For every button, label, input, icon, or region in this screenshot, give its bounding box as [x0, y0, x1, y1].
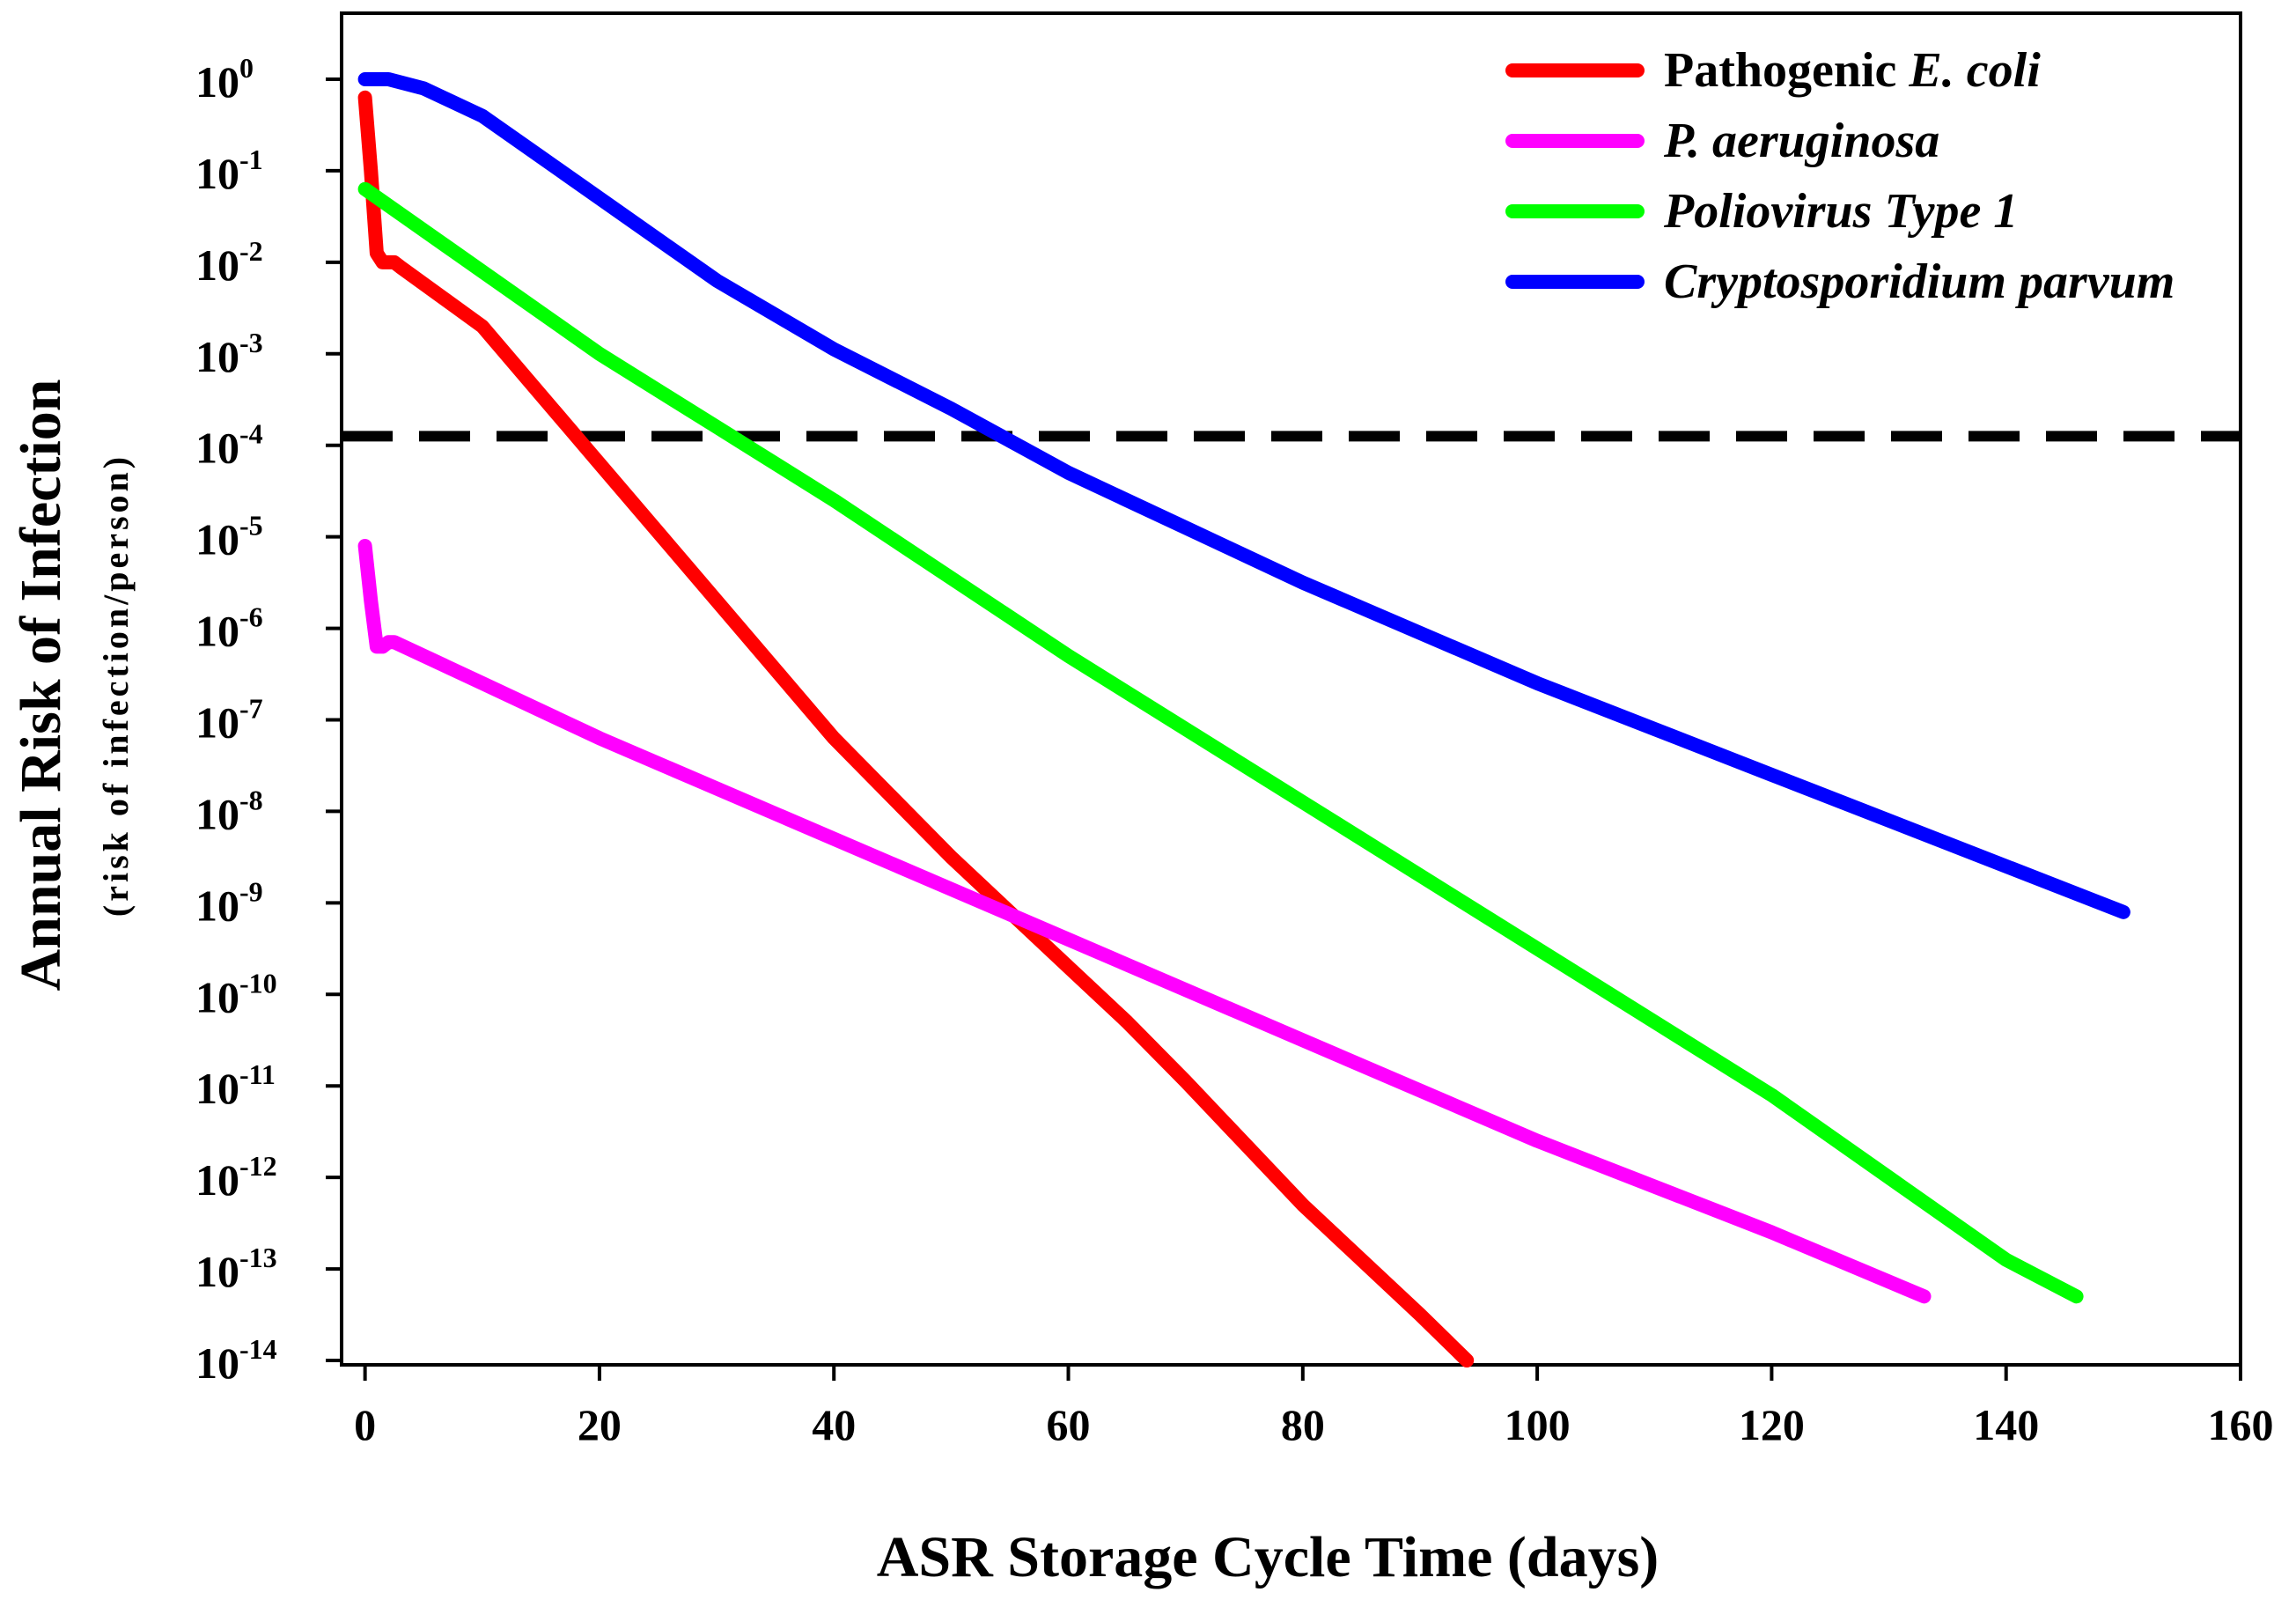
- y-tick-exponent: -5: [239, 510, 263, 542]
- y-tick-base: 10: [195, 240, 239, 290]
- x-axis-title: ASR Storage Cycle Time (days): [877, 1525, 1659, 1589]
- y-tick-exponent: -9: [239, 875, 263, 907]
- x-tick-label: 100: [1505, 1400, 1571, 1449]
- y-tick-base: 10: [195, 1338, 239, 1388]
- y-tick-exponent: -1: [239, 144, 263, 175]
- y-tick-label: 10-2: [195, 235, 263, 290]
- y-tick-base: 10: [195, 332, 239, 381]
- y-tick-label: 10-9: [195, 875, 263, 930]
- y-tick-label: 10-7: [195, 693, 263, 748]
- series-group: [357, 72, 2130, 1367]
- legend: Pathogenic E. coli P. aeruginosa Polioviru…: [1505, 43, 2175, 309]
- legend-label: Pathogenic E. coli: [1664, 43, 2041, 98]
- y-tick-label: 10-13: [195, 1242, 277, 1296]
- x-tick-label: 40: [812, 1400, 856, 1449]
- y-tick-exponent: -14: [239, 1333, 277, 1365]
- y-axis-title: Annual Risk of Infection: [9, 380, 73, 991]
- legend-label-italic: E. coli: [1908, 43, 2041, 98]
- x-tick-label: 140: [1973, 1400, 2039, 1449]
- y-tick-label: 10-5: [195, 510, 263, 564]
- y-tick-base: 10: [195, 698, 239, 748]
- plot-frame: [340, 11, 2242, 1367]
- y-tick-label: 10-6: [195, 601, 263, 656]
- y-tick-label: 100: [195, 52, 254, 107]
- y-tick-base: 10: [195, 972, 239, 1021]
- legend-label-italic: Poliovirus Type 1: [1663, 184, 2018, 239]
- y-tick-label: 10-8: [195, 784, 263, 838]
- y-tick-exponent: -7: [239, 693, 263, 725]
- y-tick-exponent: -3: [239, 327, 263, 358]
- y-tick-base: 10: [195, 1155, 239, 1205]
- y-tick-label: 10-3: [195, 327, 263, 381]
- y-tick-exponent: -6: [239, 601, 263, 633]
- x-tick-label: 80: [1281, 1400, 1325, 1449]
- y-tick-exponent: 0: [239, 52, 254, 84]
- series-line-3: [357, 181, 2084, 1304]
- y-tick-base: 10: [195, 424, 239, 473]
- x-tick-label: 160: [2208, 1400, 2274, 1449]
- series-line-1: [357, 90, 1475, 1367]
- y-tick-exponent: -13: [239, 1242, 277, 1273]
- y-tick-base: 10: [195, 789, 239, 838]
- legend-label: P. aeruginosa: [1663, 114, 1939, 168]
- legend-label: Poliovirus Type 1: [1663, 184, 2018, 239]
- y-tick-base: 10: [195, 881, 239, 930]
- x-tick-label: 120: [1739, 1400, 1805, 1449]
- y-tick-base: 10: [195, 1247, 239, 1296]
- x-tick-label: 0: [354, 1400, 376, 1449]
- axes-group: 0 20 40 60 80 100 120 140 16010010-110-210-310-4…: [195, 52, 2274, 1449]
- y-tick-exponent: -2: [239, 235, 263, 267]
- y-tick-base: 10: [195, 607, 239, 656]
- legend-label-italic: Cryptosporidium parvum: [1664, 254, 2175, 309]
- series-line-2: [357, 539, 1932, 1304]
- x-tick-label: 20: [578, 1400, 622, 1449]
- y-tick-exponent: -11: [239, 1058, 276, 1090]
- y-tick-label: 10-10: [195, 967, 277, 1021]
- y-tick-exponent: -12: [239, 1150, 277, 1182]
- y-tick-exponent: -10: [239, 967, 277, 999]
- y-tick-label: 10-14: [195, 1333, 277, 1388]
- y-tick-label: 10-4: [195, 418, 263, 473]
- y-tick-exponent: -8: [239, 784, 263, 815]
- y-tick-label: 10-1: [195, 144, 263, 198]
- y-tick-base: 10: [195, 57, 239, 107]
- y-tick-base: 10: [195, 149, 239, 198]
- y-axis-subtitle: (risk of infection/person): [96, 453, 136, 917]
- y-tick-label: 10-11: [195, 1058, 276, 1113]
- legend-label: Cryptosporidium parvum: [1664, 254, 2175, 309]
- y-tick-base: 10: [195, 1064, 239, 1113]
- y-tick-base: 10: [195, 515, 239, 564]
- x-tick-label: 60: [1047, 1400, 1091, 1449]
- legend-label-italic: P. aeruginosa: [1663, 114, 1939, 168]
- series-line-4: [357, 72, 2130, 919]
- y-tick-exponent: -4: [239, 418, 263, 450]
- legend-label-plain: Pathogenic: [1664, 43, 1909, 98]
- y-tick-label: 10-12: [195, 1150, 277, 1205]
